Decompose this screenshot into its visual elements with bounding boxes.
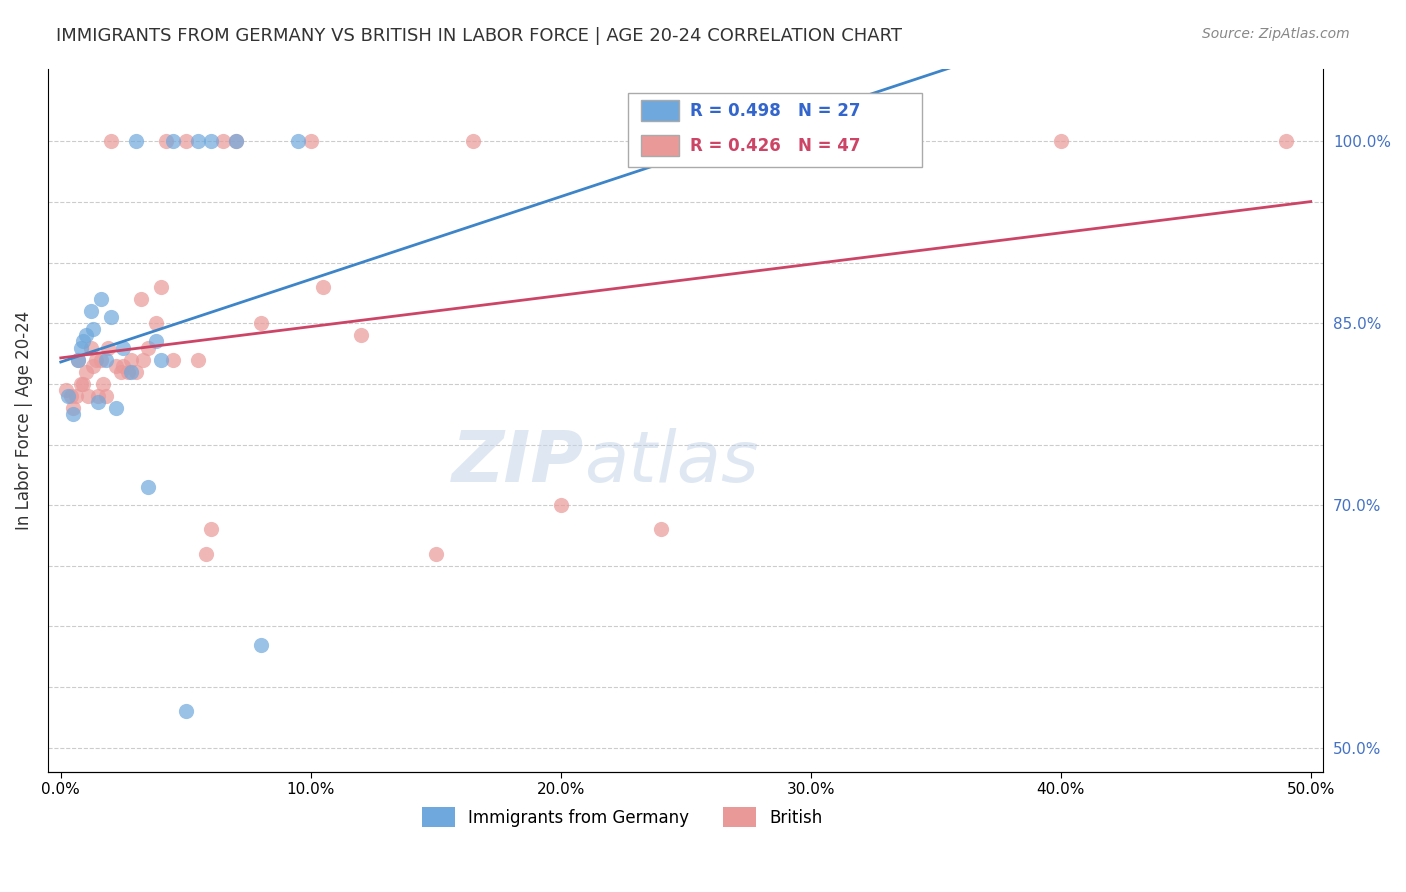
Point <box>187 352 209 367</box>
Point <box>90 292 112 306</box>
Point <box>145 334 167 349</box>
Point <box>82 359 104 373</box>
Point <box>100 310 122 325</box>
Point <box>80 341 103 355</box>
Point <box>249 316 271 330</box>
Point <box>350 328 373 343</box>
Point <box>104 401 127 416</box>
Point <box>162 352 184 367</box>
Point <box>117 365 139 379</box>
Point <box>90 352 112 367</box>
Point <box>112 359 135 373</box>
Point <box>75 328 97 343</box>
Point <box>650 523 672 537</box>
Point <box>55 383 77 397</box>
Point <box>1274 134 1296 148</box>
Point <box>136 341 159 355</box>
Point <box>287 134 309 148</box>
Point <box>145 316 167 330</box>
Point <box>110 365 132 379</box>
Text: R = 0.498   N = 27: R = 0.498 N = 27 <box>689 102 860 120</box>
Point <box>120 365 142 379</box>
Point <box>69 376 91 391</box>
Legend: Immigrants from Germany, British: Immigrants from Germany, British <box>415 800 830 834</box>
Point <box>87 395 110 409</box>
Point <box>94 352 117 367</box>
Point <box>249 638 271 652</box>
Point <box>69 341 91 355</box>
Point <box>129 292 152 306</box>
Point <box>187 134 209 148</box>
Point <box>62 401 84 416</box>
Text: Source: ZipAtlas.com: Source: ZipAtlas.com <box>1202 27 1350 41</box>
Bar <box>641 136 679 156</box>
Point <box>312 280 335 294</box>
Point <box>132 352 155 367</box>
Bar <box>628 93 922 167</box>
Point <box>84 352 107 367</box>
Point <box>104 359 127 373</box>
Point <box>87 389 110 403</box>
Point <box>155 134 177 148</box>
Point <box>80 304 103 318</box>
Point <box>174 705 197 719</box>
Text: ZIP: ZIP <box>451 428 583 497</box>
Point <box>120 352 142 367</box>
Point <box>149 280 172 294</box>
Point <box>194 547 217 561</box>
Point <box>299 134 322 148</box>
Point <box>463 134 485 148</box>
Point <box>67 352 90 367</box>
Point <box>1049 134 1071 148</box>
Point <box>550 498 572 512</box>
Point <box>225 134 247 148</box>
Point <box>125 134 148 148</box>
Bar <box>641 100 679 121</box>
Point <box>162 134 184 148</box>
Point <box>125 365 148 379</box>
Point <box>425 547 447 561</box>
Point <box>749 134 772 148</box>
Point <box>67 352 90 367</box>
Point <box>58 389 80 403</box>
Point <box>77 389 100 403</box>
Text: R = 0.426   N = 47: R = 0.426 N = 47 <box>689 136 860 155</box>
Point <box>112 341 135 355</box>
Point <box>200 523 222 537</box>
Point <box>59 389 82 403</box>
Point <box>65 389 87 403</box>
Point <box>212 134 235 148</box>
Point <box>94 389 117 403</box>
Point <box>62 407 84 421</box>
Point <box>72 334 94 349</box>
Point <box>97 341 120 355</box>
Text: atlas: atlas <box>583 428 758 497</box>
Text: IMMIGRANTS FROM GERMANY VS BRITISH IN LABOR FORCE | AGE 20-24 CORRELATION CHART: IMMIGRANTS FROM GERMANY VS BRITISH IN LA… <box>56 27 903 45</box>
Point <box>100 134 122 148</box>
Y-axis label: In Labor Force | Age 20-24: In Labor Force | Age 20-24 <box>15 310 32 530</box>
Point <box>225 134 247 148</box>
Point <box>82 322 104 336</box>
Point <box>200 134 222 148</box>
Point <box>174 134 197 148</box>
Point <box>149 352 172 367</box>
Point <box>91 376 114 391</box>
Point <box>75 365 97 379</box>
Point <box>136 480 159 494</box>
Point <box>72 376 94 391</box>
